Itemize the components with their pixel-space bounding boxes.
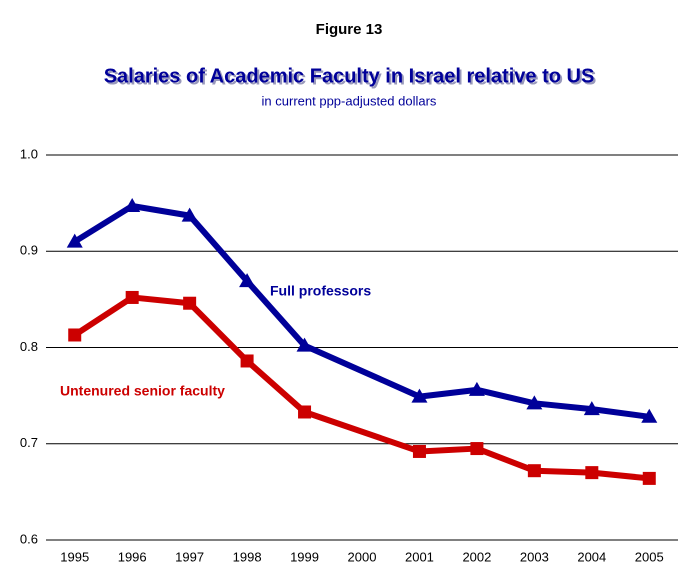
y-tick-label: 1.0 bbox=[20, 146, 38, 161]
y-tick-label: 0.6 bbox=[20, 531, 38, 546]
x-tick-label: 2000 bbox=[348, 549, 377, 564]
marker bbox=[240, 354, 254, 368]
x-tick-label: 2005 bbox=[635, 549, 664, 564]
series-label: Untenured senior faculty bbox=[60, 383, 225, 399]
marker bbox=[527, 464, 541, 478]
series-line bbox=[73, 203, 650, 420]
marker bbox=[124, 198, 141, 213]
marker bbox=[298, 405, 312, 419]
y-tick-label: 0.7 bbox=[20, 435, 38, 450]
x-tick-label: 2002 bbox=[462, 549, 491, 564]
x-tick-label: 1999 bbox=[290, 549, 319, 564]
marker bbox=[183, 296, 197, 310]
x-tick-label: 1997 bbox=[175, 549, 204, 564]
x-tick-label: 1996 bbox=[118, 549, 147, 564]
marker bbox=[296, 337, 313, 352]
x-tick-label: 1998 bbox=[233, 549, 262, 564]
marker bbox=[68, 328, 82, 342]
marker bbox=[468, 381, 485, 396]
marker bbox=[585, 466, 599, 480]
marker bbox=[66, 233, 83, 248]
x-tick-label: 2004 bbox=[577, 549, 606, 564]
figure-label: Figure 13 bbox=[316, 21, 383, 38]
y-tick-label: 0.9 bbox=[20, 243, 38, 258]
marker bbox=[412, 444, 426, 458]
marker bbox=[239, 273, 256, 288]
marker bbox=[526, 395, 543, 410]
chart-title: Salaries of Academic Faculty in Israel r… bbox=[104, 65, 595, 87]
x-tick-label: 1995 bbox=[60, 549, 89, 564]
y-tick-label: 0.8 bbox=[20, 339, 38, 354]
marker bbox=[181, 207, 198, 222]
chart-subtitle: in current ppp-adjusted dollars bbox=[262, 93, 437, 108]
x-tick-label: 2001 bbox=[405, 549, 434, 564]
marker bbox=[641, 408, 658, 423]
series-label: Full professors bbox=[270, 283, 371, 299]
marker bbox=[583, 401, 600, 416]
series-line bbox=[73, 294, 650, 482]
marker bbox=[411, 388, 428, 403]
marker bbox=[125, 290, 139, 304]
chart-title-shadow: Salaries of Academic Faculty in Israel r… bbox=[106, 67, 597, 89]
x-tick-label: 2003 bbox=[520, 549, 549, 564]
marker bbox=[642, 471, 656, 485]
marker bbox=[470, 442, 484, 456]
